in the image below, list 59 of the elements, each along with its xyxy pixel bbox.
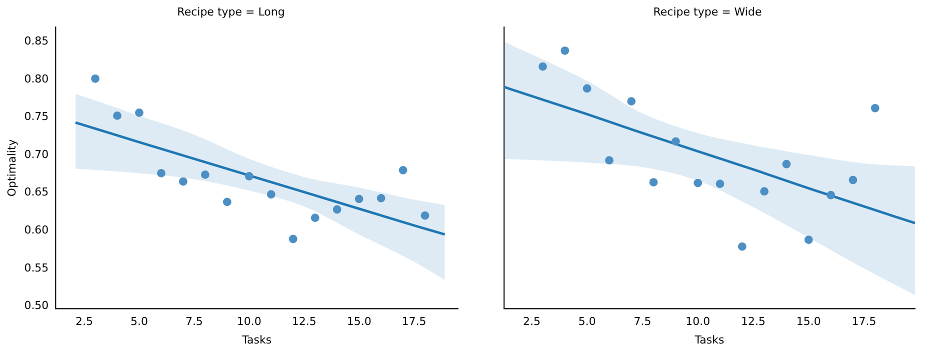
point (157, 168, 166, 178)
point (135, 108, 144, 117)
chart-title: Recipe type = Long (177, 5, 285, 18)
x-axis-title: Tasks (241, 333, 272, 346)
x-tick-label: 10.0 (236, 315, 262, 328)
point (694, 178, 702, 188)
x-tick-label: 2.5 (522, 315, 540, 328)
point (870, 104, 880, 112)
x-tick-label: 2.5 (76, 315, 94, 328)
y-tick-label: 0.70 (24, 148, 49, 161)
point (649, 178, 658, 186)
x-tick-label: 5.0 (578, 315, 596, 328)
x-tick-label: 12.5 (741, 315, 766, 328)
y-tick-label: 0.50 (24, 299, 49, 312)
x-tick-label: 5.0 (130, 315, 148, 328)
x-tick-label: 7.5 (185, 315, 203, 328)
point (782, 160, 791, 168)
point (200, 170, 210, 179)
point (848, 176, 858, 184)
y-tick-label: 0.80 (24, 72, 49, 86)
x-tick-label: 17.5 (402, 315, 426, 328)
x-tick-label: 7.5 (634, 315, 652, 328)
point (222, 198, 232, 206)
point (538, 62, 547, 71)
chart-title: Recipe type = Wide (653, 5, 762, 18)
y-tick-label: 0.65 (24, 186, 49, 199)
x-tick-label: 10.0 (686, 315, 710, 328)
point (398, 166, 408, 174)
point (627, 97, 636, 106)
point (310, 214, 320, 222)
y-tick-label: 0.75 (24, 110, 49, 124)
point (179, 177, 188, 186)
point (672, 137, 680, 146)
x-axis-title: Tasks (694, 333, 724, 346)
y-tick-label: 0.55 (24, 261, 49, 274)
point (376, 194, 386, 202)
point (826, 190, 836, 200)
point (560, 46, 570, 55)
point (420, 211, 430, 220)
point (716, 180, 724, 188)
point (244, 172, 254, 180)
x-tick-label: 15.0 (346, 315, 372, 328)
point (113, 112, 122, 120)
point (288, 234, 298, 244)
y-tick-label: 0.60 (24, 224, 49, 237)
y-axis-title: Optimality (5, 138, 18, 197)
point (582, 84, 592, 93)
point (354, 194, 364, 204)
point (266, 190, 276, 199)
x-tick-label: 12.5 (292, 315, 316, 328)
x-tick-label: 15.0 (796, 315, 821, 328)
point (332, 205, 342, 214)
point (605, 156, 614, 165)
point (760, 187, 769, 196)
point (804, 236, 813, 244)
point (738, 242, 746, 251)
y-tick-label: 0.85 (24, 34, 49, 48)
point (91, 74, 100, 83)
x-tick-label: 17.5 (852, 315, 876, 328)
